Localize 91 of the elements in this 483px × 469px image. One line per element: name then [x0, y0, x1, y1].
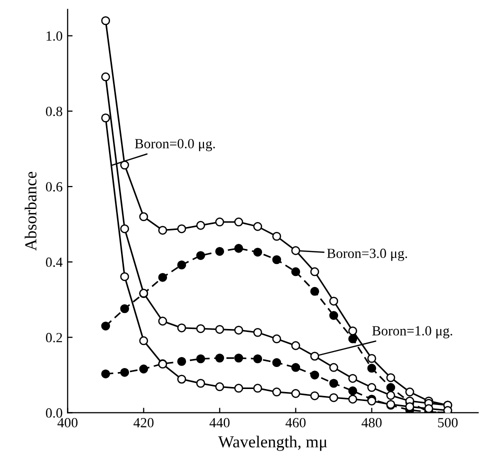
point [215, 382, 224, 392]
point [196, 324, 206, 334]
point [101, 16, 110, 26]
point [291, 246, 300, 256]
point [120, 368, 130, 377]
point [120, 272, 130, 282]
point [120, 224, 130, 234]
point [310, 286, 320, 296]
point [253, 384, 262, 393]
point [291, 363, 300, 372]
y-tick-label: 0.6 [46, 182, 62, 192]
point [310, 391, 320, 400]
point [177, 224, 186, 234]
point [177, 357, 186, 366]
point [139, 336, 148, 346]
point [405, 388, 414, 396]
point [291, 267, 300, 276]
point [291, 389, 300, 398]
x-axis-title: Wavelength, mμ [218, 436, 327, 451]
point [272, 358, 282, 368]
point [215, 218, 224, 226]
point [139, 212, 148, 222]
point [234, 218, 244, 226]
point [348, 386, 358, 396]
point [310, 352, 320, 361]
point [177, 374, 186, 384]
point [348, 326, 358, 336]
point [367, 383, 376, 392]
point [120, 160, 130, 170]
point [234, 354, 244, 363]
point [367, 354, 376, 363]
point [253, 328, 262, 337]
point [253, 222, 262, 231]
point [101, 369, 110, 378]
y-tick-label: 0.0 [46, 408, 62, 418]
point [272, 232, 282, 241]
point [329, 296, 338, 306]
point [101, 114, 110, 122]
point [234, 326, 244, 335]
x-tick-label: 480 [362, 418, 382, 428]
point [215, 324, 224, 334]
point [424, 404, 434, 413]
point [196, 378, 206, 388]
point [329, 393, 338, 402]
point [158, 226, 168, 235]
x-tick-label: 400 [57, 418, 78, 428]
point [158, 272, 168, 282]
point [272, 334, 282, 344]
point [272, 255, 282, 264]
point [386, 383, 396, 392]
point [329, 311, 338, 320]
y-axis-title: Absorbance [24, 172, 36, 251]
point [272, 388, 282, 396]
x-tick-label: 440 [210, 418, 230, 428]
x-tick-label: 420 [134, 418, 154, 428]
point [196, 251, 206, 260]
point [386, 373, 396, 382]
annotation: Boron=1.0 μg. [372, 326, 452, 338]
point [234, 244, 244, 253]
point [310, 370, 320, 380]
point [348, 394, 358, 404]
point [120, 304, 130, 314]
y-tick-label: 0.2 [46, 332, 62, 342]
point [234, 384, 244, 393]
point [196, 354, 206, 364]
point [253, 248, 262, 257]
point [348, 374, 358, 383]
point [101, 72, 110, 82]
point [253, 354, 262, 364]
point [386, 390, 396, 400]
point [177, 260, 186, 270]
point [367, 364, 376, 373]
point [139, 364, 148, 374]
point [215, 354, 224, 363]
point [310, 267, 320, 276]
point [101, 322, 110, 330]
point [329, 378, 338, 388]
point [348, 334, 358, 344]
x-tick-label: 500 [438, 418, 458, 428]
point [215, 246, 224, 256]
annotation: Boron=0.0 μg. [134, 138, 215, 152]
point [158, 316, 168, 326]
point [196, 220, 206, 230]
annotation: Boron=3.0 μg. [327, 248, 408, 261]
y-tick-label: 1.0 [46, 31, 62, 41]
x-tick-label: 460 [286, 418, 306, 428]
point [291, 341, 300, 350]
y-tick-label: 0.8 [46, 106, 62, 116]
point [329, 363, 338, 372]
y-tick-label: 0.4 [46, 258, 63, 267]
point [177, 323, 186, 332]
